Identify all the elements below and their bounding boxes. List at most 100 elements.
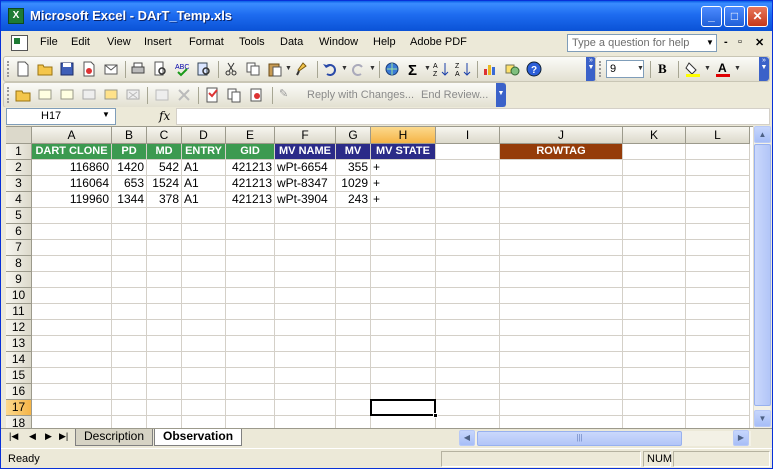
table-cell[interactable] [371,352,436,368]
excel-icon[interactable]: X [8,8,24,24]
row-header-11[interactable]: 11 [6,304,32,320]
table-cell[interactable] [182,240,226,256]
table-cell[interactable] [226,288,275,304]
table-cell[interactable]: 355 [336,160,371,176]
new-document-icon[interactable] [15,61,31,77]
chevron-down-icon[interactable]: ▼ [704,65,711,72]
table-cell[interactable] [112,368,147,384]
table-cell[interactable] [336,416,371,428]
header-cell[interactable]: ENTRY [182,144,226,160]
table-cell[interactable] [623,288,686,304]
table-cell[interactable] [147,384,182,400]
table-cell[interactable] [436,416,500,428]
table-cell[interactable] [226,304,275,320]
table-cell[interactable] [371,256,436,272]
table-cell[interactable] [371,272,436,288]
table-cell[interactable] [336,304,371,320]
table-cell[interactable] [371,368,436,384]
table-cell[interactable] [336,256,371,272]
cut-icon[interactable] [223,61,239,77]
table-cell[interactable]: 542 [147,160,182,176]
toolbar-grip[interactable] [7,87,10,103]
chevron-down-icon[interactable]: ▼ [285,65,292,72]
scroll-up-button[interactable]: ▲ [754,126,771,143]
table-cell[interactable] [226,400,275,416]
column-header-g[interactable]: G [336,127,371,144]
chevron-down-icon[interactable]: ▼ [369,65,376,72]
header-cell[interactable]: MV NAME [275,144,336,160]
table-cell[interactable] [32,288,112,304]
table-cell[interactable] [623,416,686,428]
table-cell[interactable]: A1 [182,176,226,192]
table-cell[interactable] [500,288,623,304]
table-cell[interactable] [436,384,500,400]
menu-data[interactable]: Data [280,36,304,48]
sheet-tab-observation[interactable]: Observation [154,429,243,446]
row-header-6[interactable]: 6 [6,224,32,240]
row-header-18[interactable]: 18 [6,416,32,428]
table-cell[interactable] [226,416,275,428]
table-cell[interactable] [623,240,686,256]
table-cell[interactable] [436,288,500,304]
first-sheet-icon[interactable]: |◀ [9,431,19,441]
table-cell[interactable] [500,192,623,208]
table-cell[interactable] [336,208,371,224]
table-cell[interactable] [32,384,112,400]
chevron-down-icon[interactable]: ▼ [734,65,741,72]
table-cell[interactable] [336,320,371,336]
name-box[interactable]: H17 [6,108,116,125]
menu-file[interactable]: File [40,36,58,48]
table-cell[interactable] [623,304,686,320]
table-cell[interactable] [336,288,371,304]
worksheet-grid[interactable]: A B C D E F G H I J K L 1 DART CLONE PD MD ENTRY GID MV NA… [6,126,769,428]
table-cell[interactable] [182,400,226,416]
sort-descending-icon[interactable]: ZA [455,61,471,77]
table-cell[interactable] [686,384,750,400]
chevron-down-icon[interactable]: ▼ [637,65,644,72]
table-cell[interactable] [436,256,500,272]
table-cell[interactable] [436,368,500,384]
table-cell[interactable] [623,160,686,176]
table-cell[interactable] [500,272,623,288]
show-all-comments-icon[interactable] [103,87,119,103]
vertical-scroll-thumb[interactable] [754,144,771,406]
table-cell[interactable] [500,368,623,384]
table-cell[interactable] [500,160,623,176]
table-cell[interactable] [147,336,182,352]
table-cell[interactable] [147,256,182,272]
spelling-icon[interactable]: ABC [174,61,190,77]
menu-window[interactable]: Window [319,36,359,48]
sort-ascending-icon[interactable]: AZ [433,61,449,77]
table-cell[interactable] [182,304,226,320]
table-cell[interactable] [436,272,500,288]
bold-icon[interactable]: B [658,61,667,76]
table-cell[interactable] [371,416,436,428]
table-cell[interactable] [500,224,623,240]
column-header-a[interactable]: A [32,127,112,144]
table-cell[interactable] [436,192,500,208]
table-cell[interactable] [112,272,147,288]
table-cell[interactable] [226,352,275,368]
chevron-down-icon[interactable]: ▼ [706,38,714,47]
table-cell[interactable] [147,320,182,336]
row-header-8[interactable]: 8 [6,256,32,272]
row-header-14[interactable]: 14 [6,352,32,368]
table-cell[interactable]: wPt-8347 [275,176,336,192]
formula-input[interactable] [176,108,770,125]
table-cell[interactable] [686,256,750,272]
menu-tools[interactable]: Tools [239,36,265,48]
compare-icon[interactable] [226,87,242,103]
autosum-icon[interactable]: Σ [406,61,422,77]
select-all-corner[interactable] [6,127,32,144]
table-cell[interactable] [686,400,750,416]
table-cell[interactable] [275,240,336,256]
next-sheet-icon[interactable]: ▶ [45,431,52,441]
scroll-left-button[interactable]: ◀ [459,430,475,446]
active-cell-outline[interactable] [370,399,436,416]
table-cell[interactable] [112,224,147,240]
table-cell[interactable] [623,352,686,368]
table-cell[interactable] [436,160,500,176]
sheet-tab-description[interactable]: Description [75,429,154,446]
table-cell[interactable] [182,384,226,400]
table-cell[interactable] [32,400,112,416]
